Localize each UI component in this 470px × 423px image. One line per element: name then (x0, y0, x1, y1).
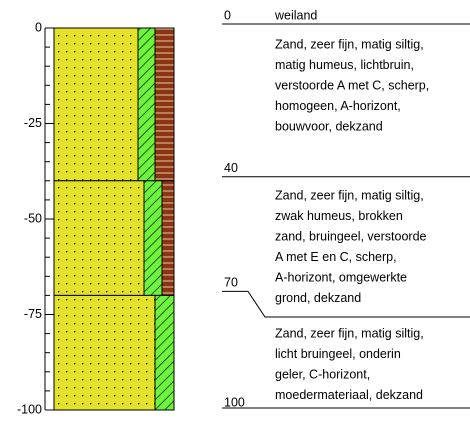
tick-label: -50 (24, 211, 42, 225)
tick-label: -75 (24, 307, 42, 321)
description-line: A met E en C, scherp, (275, 250, 397, 264)
color-column (155, 28, 174, 181)
color-column (162, 181, 174, 296)
description-line: matig humeus, lichtbruin, (275, 58, 414, 72)
description-line: verstoorde A met C, scherp, (275, 78, 429, 92)
tick-label: -100 (17, 402, 42, 416)
description-line: geler, C-horizont, (275, 367, 370, 381)
description-line: zwak humeus, brokken (275, 209, 403, 223)
sand-column (54, 28, 138, 181)
tick-label: 0 (35, 20, 42, 34)
depth-label: 100 (224, 395, 245, 409)
description-line: Zand, zeer fijn, matig siltig, (275, 326, 424, 340)
description-line: Zand, zeer fijn, matig siltig, (275, 188, 424, 202)
description-line: A-horizont, omgewerkte (275, 270, 407, 284)
sand-column (54, 181, 144, 296)
depth-label: 70 (224, 276, 238, 290)
soil-profile: weiland 0 -25 -50 -75 -100 0 Zand, zeer fijn, … (0, 0, 470, 423)
description-line: Zand, zeer fijn, matig siltig, (275, 37, 424, 51)
depth-label: 0 (224, 8, 231, 22)
description-line: bouwvoor, dekzand (275, 119, 383, 133)
description-line: licht bruingeel, onderin (275, 347, 401, 361)
tick-label: -25 (24, 116, 42, 130)
description-line: homogeen, A-horizont, (275, 99, 401, 113)
humus-column (138, 28, 155, 181)
humus-column (144, 181, 162, 296)
depth-label: 40 (224, 161, 238, 175)
page: {"axis": {"ylim": [0, -100], "ticks": [0… (0, 0, 470, 423)
sand-column (54, 295, 155, 410)
humus-column (155, 295, 174, 410)
description-line: zand, bruingeel, verstoorde (275, 229, 427, 243)
description-line: grond, dekzand (275, 291, 361, 305)
description-line: moedermateriaal, dekzand (275, 388, 423, 402)
land-use: weiland (274, 8, 317, 22)
